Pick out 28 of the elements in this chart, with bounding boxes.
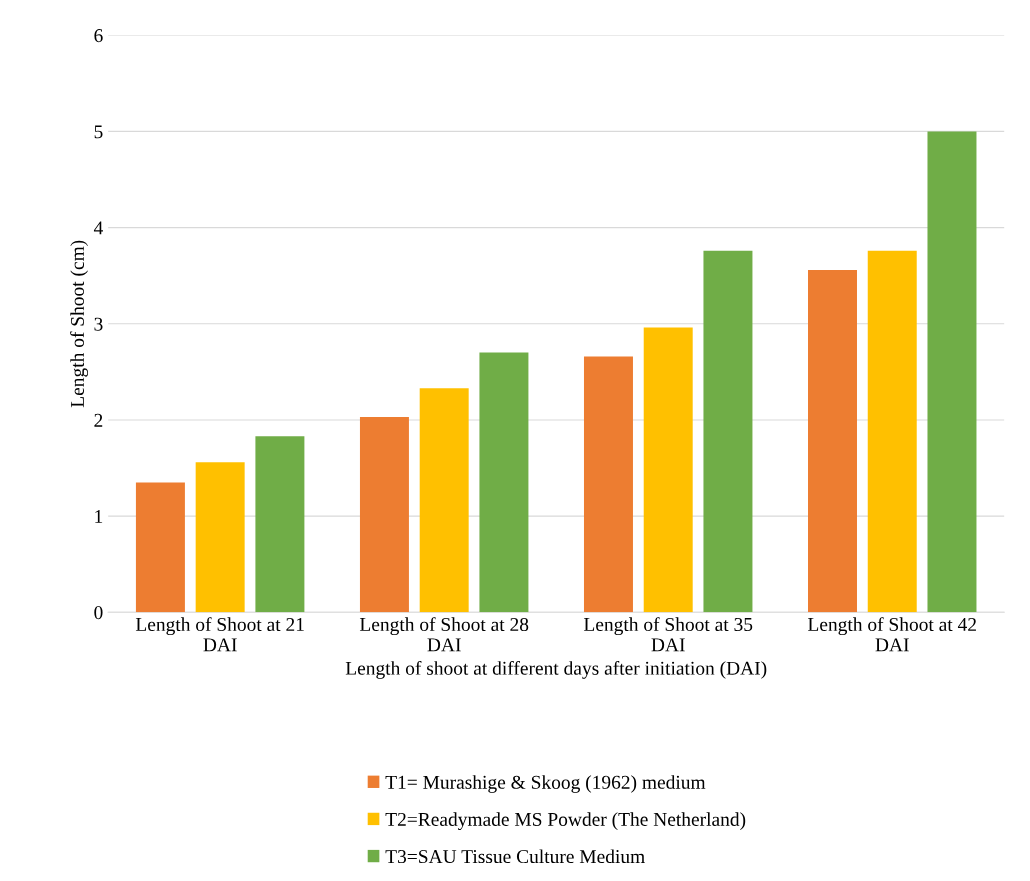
bar	[927, 131, 977, 613]
x-tick-label: Length of Shoot at 28 DAI	[359, 617, 529, 652]
bar	[583, 356, 633, 613]
x-tick-label: Length of Shoot at 35 DAI	[583, 617, 753, 652]
bar	[867, 250, 917, 613]
x-tick-label: Length of Shoot at 21 DAI	[135, 617, 304, 652]
bar	[479, 352, 529, 613]
y-tick-label: 1	[95, 510, 103, 523]
bar	[703, 250, 753, 613]
y-tick-label: 3	[94, 317, 103, 331]
legend-label: T3=SAU Tissue Culture Medium	[385, 849, 645, 864]
bar	[643, 327, 693, 613]
y-tick-label: 2	[94, 413, 103, 427]
bar	[419, 388, 469, 613]
bar	[195, 462, 245, 613]
legend-label: T2=Readymade MS Powder (The Netherland)	[385, 812, 746, 830]
x-axis-title: Length of shoot at different days after initiation (DAI)	[345, 660, 767, 679]
bar	[359, 417, 409, 613]
y-axis-title: Length of Shoot (cm)	[70, 240, 89, 408]
y-tick-label: 5	[94, 125, 103, 139]
y-tick-label: 4	[93, 221, 103, 235]
y-tick-label: 6	[94, 29, 103, 43]
x-tick-label: Length of Shoot at 42 DAI	[808, 617, 976, 652]
y-tick-label: 0	[94, 606, 103, 620]
legend-label: T1= Murashige & Skoog (1962) medium	[385, 775, 706, 793]
bar	[808, 269, 857, 613]
bar	[135, 482, 185, 613]
bar	[255, 436, 305, 613]
